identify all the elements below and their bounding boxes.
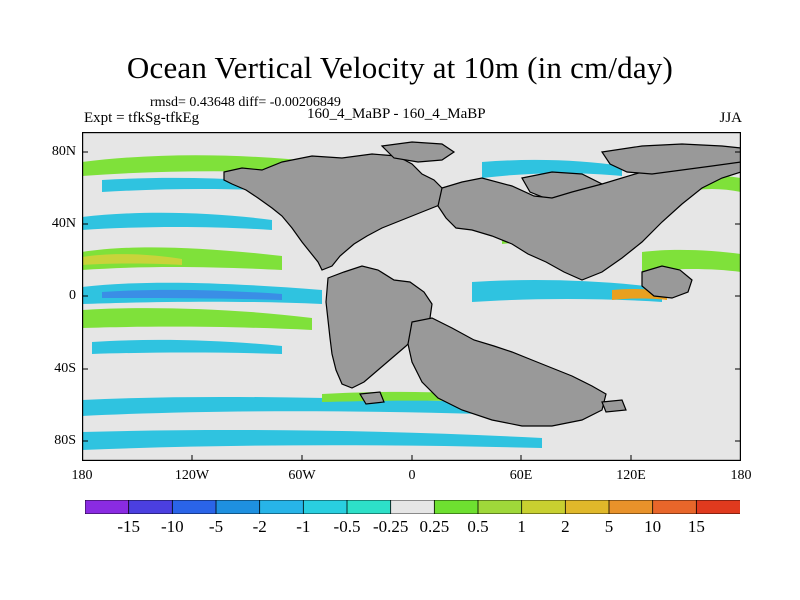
colorbar-swatch: [695, 500, 740, 514]
colorbar-swatch: [302, 500, 348, 514]
colorbar-tick-label: 2: [561, 517, 570, 536]
land-south-america: [325, 265, 433, 389]
colorbar-swatch: [346, 500, 392, 514]
lon-label-120w: 120W: [174, 468, 210, 483]
land-north-america: [223, 153, 456, 271]
colorbar-swatch: [433, 500, 479, 514]
colorbar-swatch: [390, 500, 436, 514]
colorbar-tick-label: 10: [644, 517, 662, 536]
lon-label-60e: 60E: [509, 468, 533, 483]
patch-arctic-east-cyan: [482, 159, 622, 178]
lat-label-0: 0: [69, 288, 76, 303]
land-australia: [641, 265, 693, 299]
colorbar-tick-label: 5: [604, 517, 614, 536]
colorbar-tick-label: -2: [252, 517, 267, 536]
colorbar-swatch: [564, 500, 610, 514]
experiment-label: Expt = tfkSg-tfkEg: [84, 110, 200, 126]
colorbar-swatch: [259, 500, 305, 514]
colorbar-tick-label: -10: [160, 517, 184, 536]
lat-label-40n: 40N: [51, 216, 76, 231]
land-arctic-island-east: [600, 143, 741, 175]
colorbar-tick-label: -15: [117, 517, 140, 536]
map-panel: [82, 132, 741, 461]
colorbar-tick-label: 0.25: [419, 517, 450, 536]
colorbar-swatch: [171, 500, 217, 514]
patch-south-pacific-green: [82, 308, 312, 330]
colorbar-tick-label: -5: [208, 517, 224, 536]
lon-label-180-left: 180: [71, 468, 93, 483]
colorbar-tick-label: 15: [687, 517, 705, 536]
lon-label-0: 0: [408, 468, 416, 483]
lat-label-40s: 40S: [54, 361, 76, 376]
colorbar-swatch: [652, 500, 698, 514]
colorbar-swatch: [521, 500, 567, 514]
land-arctic-island-west: [380, 141, 456, 163]
patch-north-pacific-cyan: [82, 212, 272, 230]
land-masses: [223, 141, 741, 427]
axis-ticks: [82, 151, 741, 461]
land-small-island-2: [601, 399, 627, 413]
colorbar-swatch: [477, 500, 523, 514]
colorbar-tick-label: 0.5: [467, 517, 489, 536]
colorbar-swatch: [128, 500, 174, 514]
colorbar-swatch: [608, 500, 654, 514]
stats-label: rmsd= 0.43648 diff= -0.00206849: [150, 95, 341, 110]
colorbar-tick-label: -0.25: [372, 517, 409, 536]
period-label: 160_4_MaBP - 160_4_MaBP: [307, 106, 486, 122]
chart-title: Ocean Vertical Velocity at 10m (in cm/da…: [126, 50, 674, 85]
lat-label-80n: 80N: [51, 144, 76, 159]
colorbar-tick-label: -1: [296, 517, 311, 536]
season-label: JJA: [719, 110, 742, 126]
lon-label-60w: 60W: [288, 468, 316, 483]
colorbar-swatch: [215, 500, 261, 514]
land-small-island-1: [358, 391, 385, 405]
land-eurasia: [437, 155, 741, 281]
colorbar-tick-label: -0.5: [333, 517, 361, 536]
lon-label-180-right: 180: [730, 468, 752, 483]
patch-far-south-cyan: [82, 430, 542, 450]
patch-north-pacific-green: [82, 247, 282, 270]
lat-label-80s: 80S: [54, 433, 76, 448]
patch-equatorial-pacific-blue: [102, 289, 282, 300]
lon-label-120e: 120E: [616, 468, 646, 483]
colorbar-swatch: [85, 500, 130, 514]
patch-north-pacific-yellow: [82, 254, 182, 265]
colorbar: [85, 500, 740, 514]
colorbar-tick-label: 1: [517, 517, 526, 536]
patch-south-pacific-cyan: [92, 339, 282, 354]
